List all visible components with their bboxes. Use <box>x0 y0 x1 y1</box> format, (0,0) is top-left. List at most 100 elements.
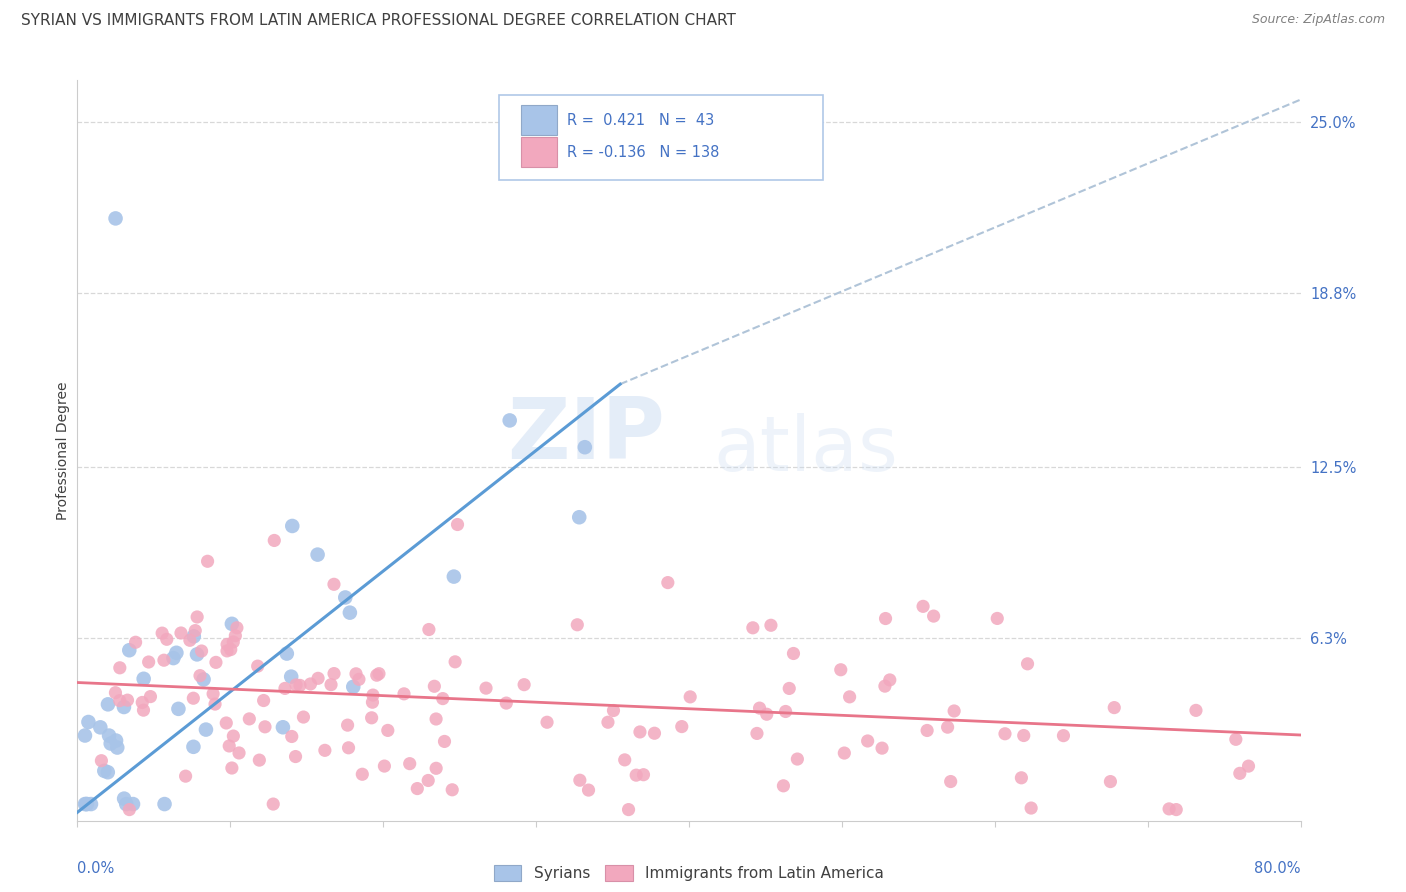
Point <box>679 690 702 704</box>
Point <box>335 591 357 605</box>
Point <box>183 629 205 643</box>
Point <box>139 690 162 704</box>
Point <box>1166 803 1188 817</box>
Point <box>446 517 468 532</box>
Point <box>912 599 935 614</box>
Point <box>188 668 211 682</box>
Point <box>179 633 201 648</box>
Point <box>202 687 225 701</box>
Point <box>922 609 945 624</box>
Point <box>574 440 596 454</box>
Point <box>834 746 856 760</box>
Point <box>215 644 238 658</box>
Point <box>879 673 901 687</box>
Point <box>190 644 212 658</box>
Point <box>643 726 665 740</box>
Point <box>215 716 238 731</box>
Point <box>253 720 276 734</box>
Point <box>222 635 245 649</box>
Point <box>132 703 155 717</box>
Point <box>108 693 131 707</box>
Point <box>875 611 897 625</box>
Point <box>314 743 336 757</box>
Point <box>104 686 127 700</box>
Point <box>194 723 217 737</box>
Point <box>271 720 294 734</box>
Point <box>1159 802 1181 816</box>
Point <box>89 720 111 734</box>
Point <box>1099 774 1122 789</box>
Point <box>118 643 141 657</box>
Point <box>225 621 247 635</box>
Point <box>613 753 636 767</box>
Point <box>219 642 242 657</box>
Point <box>118 803 141 817</box>
Point <box>222 729 245 743</box>
Point <box>425 712 447 726</box>
Point <box>288 678 311 692</box>
Point <box>186 648 208 662</box>
Point <box>73 729 96 743</box>
Point <box>361 688 384 702</box>
Point <box>759 618 782 632</box>
Point <box>323 577 346 591</box>
Point <box>745 726 768 740</box>
Text: 0.0%: 0.0% <box>77 862 114 876</box>
Point <box>347 673 370 687</box>
Point <box>183 691 205 706</box>
Point <box>398 756 420 771</box>
Point <box>224 629 246 643</box>
Point <box>1010 771 1032 785</box>
Point <box>292 710 315 724</box>
Point <box>1225 732 1247 747</box>
Point <box>1052 729 1074 743</box>
Point <box>105 740 128 755</box>
Point <box>280 670 302 684</box>
Point <box>352 767 374 781</box>
Point <box>406 781 429 796</box>
Point <box>76 797 98 811</box>
Text: 80.0%: 80.0% <box>1254 862 1301 876</box>
Point <box>204 697 226 711</box>
Point <box>218 739 240 753</box>
Point <box>418 623 440 637</box>
Point <box>247 753 270 767</box>
Point <box>578 783 600 797</box>
Point <box>986 611 1008 625</box>
Point <box>307 671 329 685</box>
Point <box>433 734 456 748</box>
Point <box>1017 657 1039 671</box>
Point <box>73 797 96 811</box>
Point <box>778 681 800 696</box>
Point <box>602 704 624 718</box>
FancyBboxPatch shape <box>522 105 557 135</box>
Text: R =  0.421   N =  43: R = 0.421 N = 43 <box>567 112 714 128</box>
Point <box>156 632 179 647</box>
Point <box>131 695 153 709</box>
Point <box>246 659 269 673</box>
Point <box>319 678 342 692</box>
Point <box>337 740 360 755</box>
Point <box>274 681 297 696</box>
Point <box>628 725 651 739</box>
Point <box>93 764 115 778</box>
Point <box>323 666 346 681</box>
Point <box>361 695 384 709</box>
FancyBboxPatch shape <box>522 137 557 167</box>
Point <box>671 720 693 734</box>
Point <box>755 707 778 722</box>
Point <box>90 754 112 768</box>
Point <box>513 678 536 692</box>
Point <box>150 626 173 640</box>
Point <box>617 803 640 817</box>
Point <box>873 679 896 693</box>
Point <box>197 554 219 568</box>
Point <box>339 606 361 620</box>
Point <box>217 637 239 651</box>
Point <box>568 773 591 788</box>
Point <box>1012 729 1035 743</box>
Point <box>1019 801 1042 815</box>
Point <box>153 797 176 811</box>
Point <box>423 679 446 693</box>
Point <box>536 715 558 730</box>
